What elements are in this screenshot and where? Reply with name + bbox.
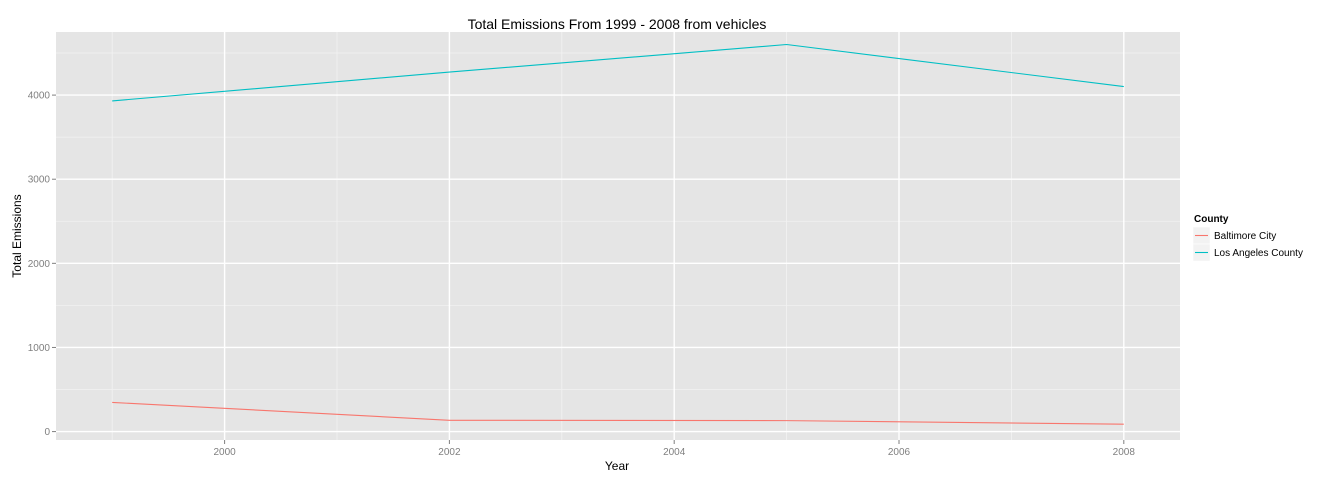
legend-items: Baltimore City Los Angeles County bbox=[1192, 226, 1303, 262]
plot-panel bbox=[56, 32, 1180, 440]
series-layer bbox=[112, 43, 1124, 425]
x-axis-title: Year bbox=[605, 459, 629, 473]
minor-gridlines bbox=[56, 32, 1180, 440]
series-line-baltimore-city bbox=[112, 401, 1124, 425]
y-axis-title: Total Emissions bbox=[10, 194, 24, 277]
major-gridlines bbox=[56, 32, 1180, 440]
y-tick-label: 3000 bbox=[28, 175, 51, 186]
y-tick-label: 4000 bbox=[28, 91, 51, 102]
legend-label: Baltimore City bbox=[1214, 231, 1276, 242]
x-axis-ticks: 2000 2002 2004 2006 2008 bbox=[213, 440, 1135, 458]
x-tick-label: 2006 bbox=[888, 447, 911, 458]
series-line-los-angeles-county bbox=[112, 43, 1124, 102]
x-tick-label: 2002 bbox=[438, 447, 461, 458]
y-axis-ticks: 0 1000 2000 3000 4000 bbox=[28, 91, 56, 438]
legend: County Baltimore City Los Angeles County bbox=[1192, 214, 1303, 262]
x-tick-label: 2000 bbox=[213, 447, 236, 458]
x-tick-label: 2004 bbox=[663, 447, 686, 458]
chart-title: Total Emissions From 1999 - 2008 from ve… bbox=[468, 16, 767, 32]
y-tick-label: 2000 bbox=[28, 259, 51, 270]
y-tick-label: 0 bbox=[44, 427, 50, 438]
y-tick-label: 1000 bbox=[28, 343, 51, 354]
legend-title: County bbox=[1194, 214, 1229, 225]
legend-label: Los Angeles County bbox=[1214, 248, 1303, 259]
x-tick-label: 2008 bbox=[1113, 447, 1136, 458]
